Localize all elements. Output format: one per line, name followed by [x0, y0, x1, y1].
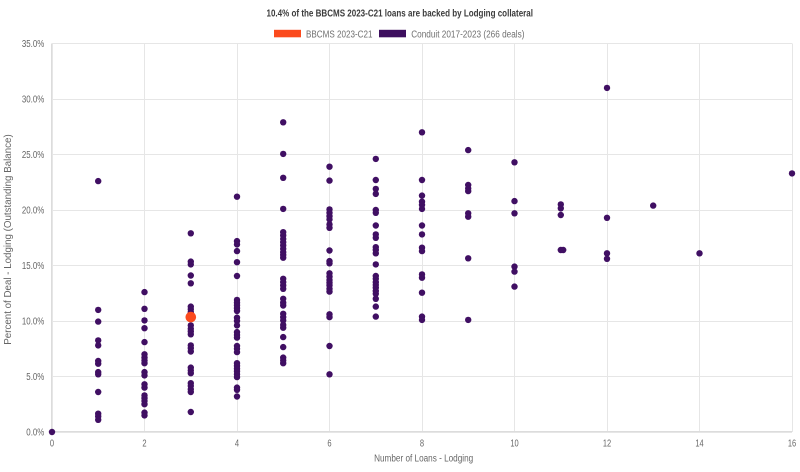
svg-text:10.0%: 10.0%: [22, 317, 44, 328]
svg-text:35.0%: 35.0%: [22, 39, 44, 50]
svg-text:Conduit 2017-2023 (266 deals): Conduit 2017-2023 (266 deals): [411, 29, 524, 40]
svg-text:14: 14: [695, 439, 704, 450]
svg-text:12: 12: [603, 439, 612, 450]
svg-text:0.0%: 0.0%: [26, 428, 44, 439]
svg-text:10: 10: [510, 439, 519, 450]
svg-text:4: 4: [235, 439, 240, 450]
svg-text:BBCMS 2023-C21: BBCMS 2023-C21: [306, 29, 373, 40]
svg-text:25.0%: 25.0%: [22, 150, 44, 161]
svg-text:10.4% of the BBCMS 2023-C21 lo: 10.4% of the BBCMS 2023-C21 loans are ba…: [267, 8, 534, 19]
svg-text:0: 0: [50, 439, 55, 450]
svg-text:8: 8: [420, 439, 425, 450]
svg-text:6: 6: [327, 439, 332, 450]
svg-text:Percent of Deal - Lodging (Out: Percent of Deal - Lodging (Outstanding B…: [3, 134, 14, 344]
svg-text:20.0%: 20.0%: [22, 206, 44, 217]
svg-text:2: 2: [142, 439, 147, 450]
svg-text:16: 16: [788, 439, 797, 450]
svg-text:15.0%: 15.0%: [22, 261, 44, 272]
svg-text:5.0%: 5.0%: [26, 372, 44, 383]
svg-text:Number of Loans - Lodging: Number of Loans - Lodging: [374, 454, 473, 465]
svg-text:30.0%: 30.0%: [22, 95, 44, 106]
